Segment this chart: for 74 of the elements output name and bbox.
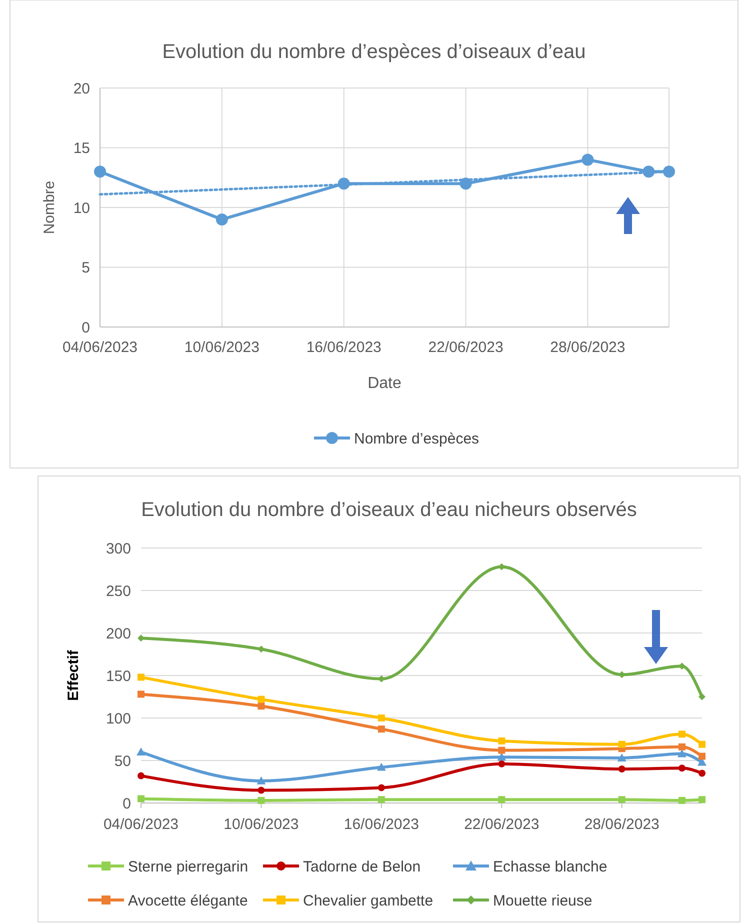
y-tick-label: 5 (82, 260, 90, 276)
point (698, 770, 706, 777)
point (498, 746, 506, 754)
y-tick-label: 300 (106, 540, 131, 558)
point (256, 776, 266, 784)
point (258, 796, 265, 804)
y-axis-title: Effectif (65, 649, 82, 701)
y-tick-label: 10 (73, 200, 90, 217)
point (498, 760, 506, 768)
point (378, 796, 385, 804)
point (498, 737, 506, 744)
point (94, 166, 106, 178)
y-tick-label: 50 (114, 752, 131, 770)
point (376, 762, 386, 771)
point (678, 730, 686, 738)
x-tick-label: 10/06/2023 (184, 339, 260, 356)
point (698, 693, 706, 700)
x-tick-label: 16/06/2023 (306, 339, 382, 356)
x-tick-label: 22/06/2023 (428, 339, 504, 356)
point (698, 752, 706, 760)
point (582, 154, 594, 166)
y-axis-title: Nombre (41, 180, 58, 234)
point (678, 743, 686, 750)
y-tick-label: 0 (122, 795, 131, 812)
y-tick-label: 250 (106, 582, 131, 600)
legend-label: Chevalier gambette (303, 892, 434, 910)
x-tick-label: 16/06/2023 (344, 816, 419, 833)
point (618, 740, 626, 748)
point (258, 696, 265, 703)
y-tick-label: 200 (106, 625, 131, 642)
point (216, 213, 228, 226)
point (136, 748, 146, 756)
point (258, 702, 265, 710)
y-tick-label: 15 (73, 140, 90, 157)
point (678, 764, 686, 772)
y-tick-label: 20 (73, 80, 90, 98)
point (378, 784, 385, 792)
point (698, 796, 706, 804)
point (258, 786, 265, 794)
x-tick-label: 28/06/2023 (550, 339, 626, 356)
point (617, 753, 626, 762)
x-tick-label: 22/06/2023 (464, 816, 540, 833)
y-tick-label: 150 (106, 668, 131, 685)
point (663, 166, 675, 178)
x-axis-title: Date (368, 375, 402, 392)
legend-label: Sterne pierregarin (128, 858, 248, 876)
point (677, 749, 686, 758)
point (498, 796, 506, 804)
legend-label: Tadorne de Belon (303, 858, 421, 876)
y-tick-label: 100 (106, 710, 131, 728)
point (138, 772, 144, 780)
x-tick-label: 04/06/2023 (62, 339, 138, 356)
point (138, 634, 144, 642)
point (138, 674, 144, 681)
point (138, 690, 144, 698)
x-tick-label: 04/06/2023 (103, 816, 179, 833)
point (618, 796, 626, 804)
x-tick-label: 28/06/2023 (584, 816, 660, 833)
legend-label: Mouette rieuse (493, 892, 592, 910)
chart-title: Evolution du nombre d’oiseaux d’eau nicheurs observés (141, 499, 637, 521)
legend-label: Avocette élégante (128, 892, 248, 910)
legend-label: Echasse blanche (493, 858, 608, 876)
point (378, 726, 385, 733)
point (678, 796, 686, 804)
x-tick-label: 10/06/2023 (224, 816, 299, 833)
point (698, 740, 706, 748)
legend-label: Nombre d’espèces (354, 430, 480, 448)
point (258, 646, 265, 653)
y-tick-label: 0 (82, 319, 90, 336)
point (618, 766, 626, 772)
point (378, 714, 385, 722)
point (497, 752, 506, 761)
point (138, 795, 144, 802)
chart-title: Evolution du nombre d’espèces d’oiseaux d’eau (162, 41, 586, 63)
